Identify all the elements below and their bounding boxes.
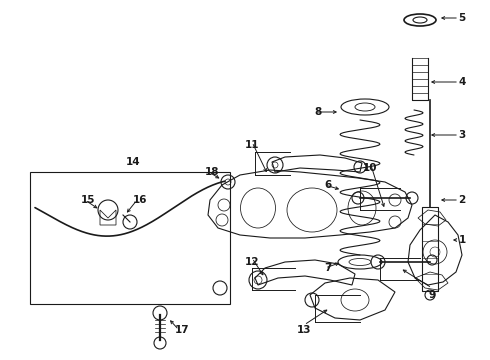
Text: 9: 9 xyxy=(428,290,436,300)
Text: 13: 13 xyxy=(297,325,311,335)
Text: 10: 10 xyxy=(363,163,377,173)
Text: 14: 14 xyxy=(126,157,140,167)
Text: 3: 3 xyxy=(458,130,466,140)
Text: 16: 16 xyxy=(133,195,147,205)
Text: 2: 2 xyxy=(458,195,466,205)
Text: 15: 15 xyxy=(81,195,95,205)
Text: 11: 11 xyxy=(245,140,259,150)
Text: 4: 4 xyxy=(458,77,466,87)
Text: 18: 18 xyxy=(205,167,219,177)
Text: 6: 6 xyxy=(324,180,332,190)
Text: 12: 12 xyxy=(245,257,259,267)
Text: 1: 1 xyxy=(458,235,466,245)
Text: 17: 17 xyxy=(175,325,189,335)
Bar xyxy=(30,172,230,304)
Text: 8: 8 xyxy=(315,107,321,117)
Text: 7: 7 xyxy=(324,263,332,273)
Text: 5: 5 xyxy=(458,13,466,23)
